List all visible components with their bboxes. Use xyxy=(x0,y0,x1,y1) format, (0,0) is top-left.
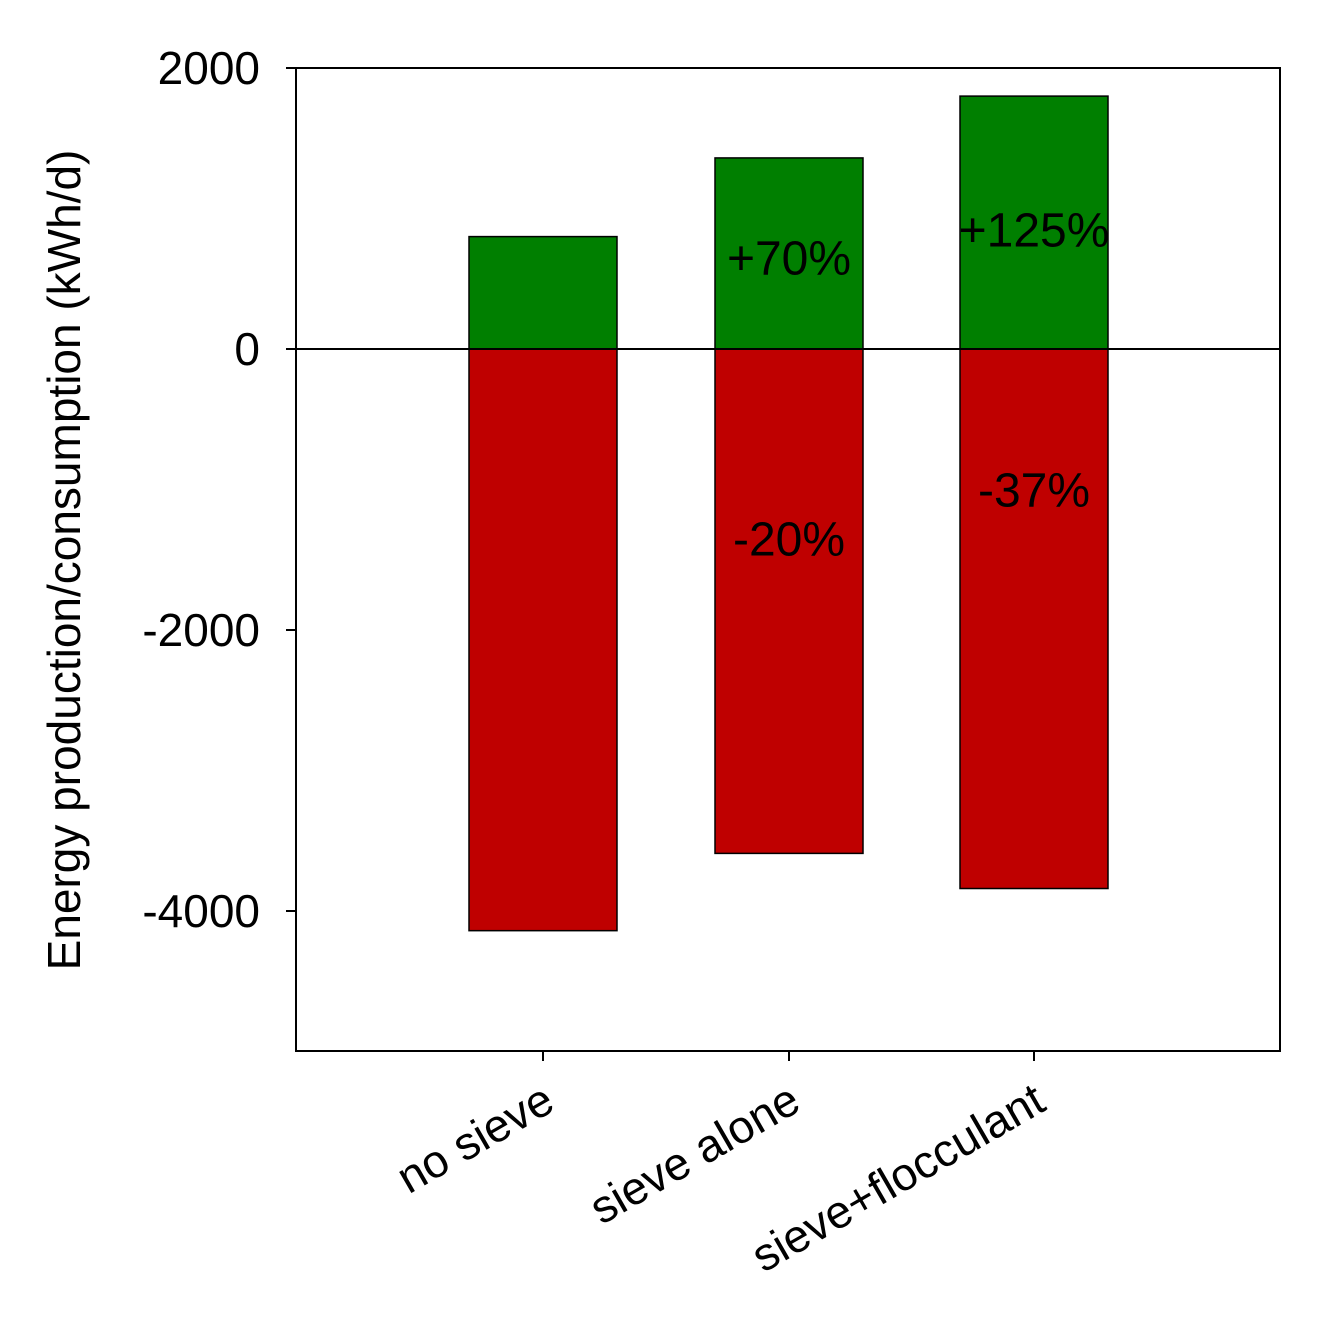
y-tick-label: -2000 xyxy=(142,604,260,656)
y-tick-label: 2000 xyxy=(158,42,260,94)
bar-annotation: -37% xyxy=(978,465,1090,518)
bar-annotation: +125% xyxy=(959,205,1110,258)
bar-production-0 xyxy=(468,235,618,350)
x-tick-label: no sieve xyxy=(388,1073,562,1204)
bar-consumption-0 xyxy=(468,348,618,932)
bar-annotation: -20% xyxy=(733,514,845,567)
bar-production-1 xyxy=(714,157,864,350)
y-axis: 2000 0 -2000 -4000 xyxy=(142,42,296,937)
bars-layer xyxy=(468,95,1109,932)
y-axis-title: Energy production/consumption (kWh/d) xyxy=(38,150,90,971)
y-tick-label: -4000 xyxy=(142,885,260,937)
bar-consumption-1 xyxy=(714,348,864,855)
bar-annotation: +70% xyxy=(727,233,851,286)
y-tick-label: 0 xyxy=(234,323,260,375)
bar-production-2 xyxy=(959,95,1109,350)
x-tick-label: sieve alone xyxy=(580,1073,808,1234)
bar-consumption-2 xyxy=(959,348,1109,890)
annotations-layer: +70% +125% -20% -37% xyxy=(727,205,1109,567)
